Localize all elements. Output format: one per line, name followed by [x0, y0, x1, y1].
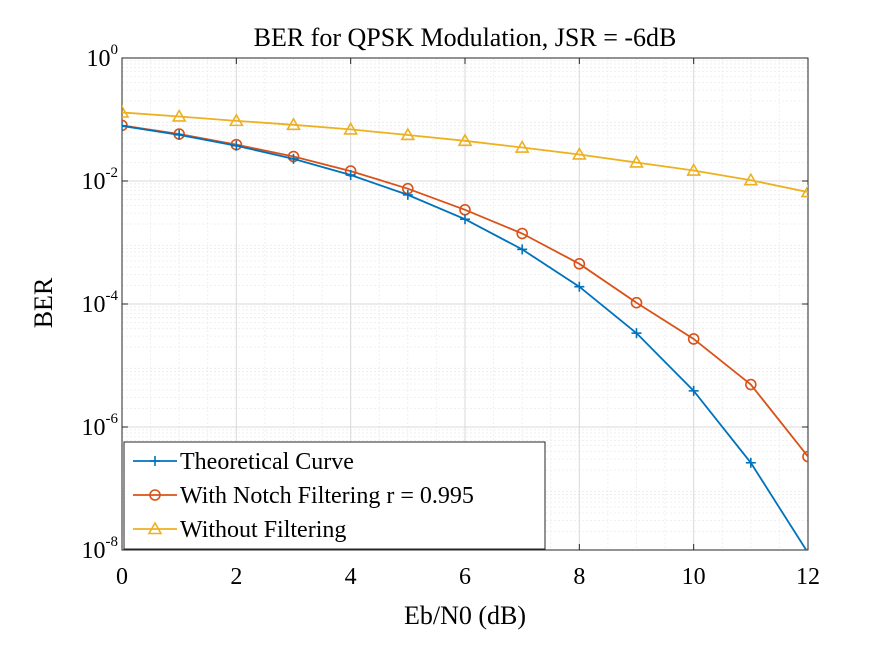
series-line: [122, 111, 808, 193]
legend-item: With Notch Filtering r = 0.995: [133, 483, 474, 509]
y-tick-label: 10-2: [82, 165, 119, 195]
data-point-circle: [745, 378, 757, 391]
axis-ticks: 0 2 4 6 8 10 12 10-8 10-6 10-4 10-2 100: [82, 42, 821, 590]
data-point-triangle: [800, 184, 808, 198]
x-tick-label: 2: [230, 564, 242, 590]
chart-title: BER for QPSK Modulation, JSR = -6dB: [254, 23, 677, 52]
data-point-circle: [516, 227, 528, 240]
data-point-triangle: [629, 154, 644, 168]
y-axis-label: BER: [29, 277, 58, 328]
series-plus: [122, 120, 808, 550]
legend-item: Theoretical Curve: [133, 449, 354, 475]
data-point-plus: [460, 214, 470, 225]
data-point-triangle: [286, 117, 301, 131]
data-point-circle: [630, 296, 643, 309]
data-point-plus: [631, 328, 642, 339]
series-layer: [122, 104, 808, 550]
x-tick-label: 6: [459, 564, 471, 590]
data-point-triangle: [171, 108, 187, 122]
x-tick-label: 4: [345, 564, 357, 590]
data-point-triangle: [343, 121, 359, 135]
legend-label: Without Filtering: [180, 517, 346, 543]
legend-item: Without Filtering: [133, 517, 346, 543]
x-tick-label: 12: [796, 564, 820, 590]
y-tick-label: 10-4: [82, 288, 119, 318]
legend: Theoretical Curve With Notch Filtering r …: [123, 441, 546, 550]
data-point-circle: [687, 333, 700, 345]
x-tick-label: 8: [573, 564, 585, 590]
data-point-triangle: [571, 146, 587, 160]
legend-label: Theoretical Curve: [180, 449, 354, 475]
data-point-triangle: [400, 127, 416, 141]
data-point-plus: [288, 153, 299, 164]
y-tick-label: 10-6: [82, 411, 119, 441]
legend-label: With Notch Filtering r = 0.995: [180, 483, 474, 509]
data-point-plus: [688, 385, 699, 396]
data-point-circle: [149, 489, 161, 501]
data-point-triangle: [147, 521, 163, 535]
data-point-plus: [231, 140, 242, 151]
data-point-plus: [345, 170, 356, 181]
data-point-plus: [574, 281, 585, 292]
data-point-triangle: [743, 172, 759, 186]
data-point-triangle: [457, 133, 473, 147]
x-axis-label: Eb/N0 (dB): [404, 601, 526, 630]
data-point-plus: [122, 120, 127, 131]
x-tick-label: 10: [682, 564, 706, 590]
data-point-circle: [573, 258, 586, 270]
data-point-plus: [745, 457, 756, 468]
data-point-triangle: [514, 139, 530, 153]
data-point-plus: [150, 456, 160, 466]
data-point-plus: [517, 244, 528, 255]
legend-box: [123, 441, 546, 550]
x-tick-label: 0: [116, 564, 128, 590]
y-tick-label: 10-8: [82, 534, 119, 564]
data-point-triangle: [228, 113, 244, 127]
series-triangle: [122, 104, 808, 198]
data-point-plus: [402, 189, 413, 200]
y-tick-label: 100: [87, 42, 119, 72]
data-point-triangle: [122, 104, 130, 118]
data-point-plus: [174, 129, 185, 140]
data-point-triangle: [686, 162, 702, 176]
data-point-circle: [802, 450, 808, 463]
